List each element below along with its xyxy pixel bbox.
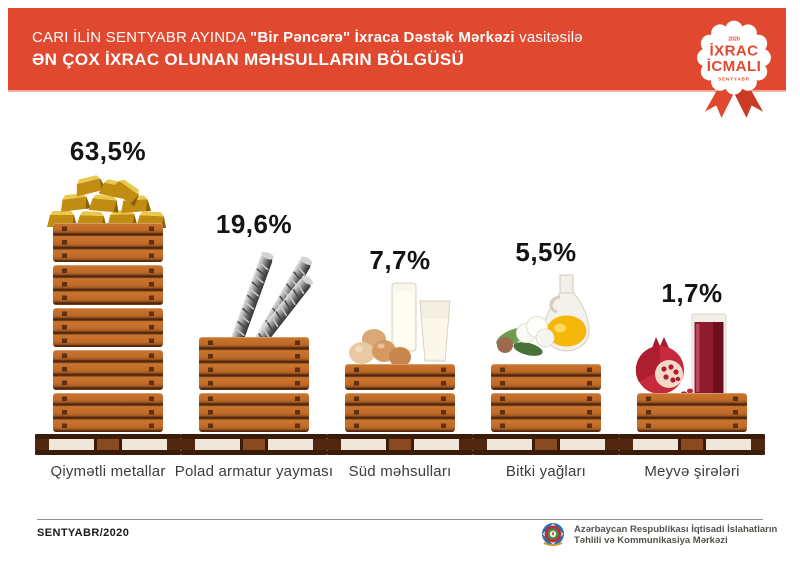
footer-date: SENTYABR/2020 <box>37 527 130 539</box>
bar-category-label: Qiymətli metallar <box>50 463 166 480</box>
dairy-icon <box>346 279 454 371</box>
footer-org-text: Azərbaycan Respublikası İqtisadi İslahat… <box>574 524 777 547</box>
pallet <box>327 434 473 455</box>
crate-stack <box>637 392 747 432</box>
crate-stack <box>199 336 309 432</box>
bar-category-label: Polad armatur yayması <box>174 463 334 480</box>
badge-year: 2020 <box>728 36 740 42</box>
crate <box>53 392 163 432</box>
gold-bars-icon <box>45 170 171 228</box>
crate <box>199 392 309 432</box>
crate <box>53 222 163 262</box>
bar-category-label: Süd məhsulları <box>348 463 452 480</box>
header-line2: ƏN ÇOX İXRAC OLUNAN MƏHSULLARIN BÖLGÜSÜ <box>32 50 465 69</box>
coat-of-arms-icon <box>542 523 564 546</box>
pallet <box>473 434 619 455</box>
crate <box>491 363 601 390</box>
bar-value-label: 63,5% <box>69 135 147 166</box>
crate <box>637 392 747 432</box>
bar-column-steel-rebar: 19,6% Polad armatur yayması <box>175 134 333 481</box>
crate <box>53 265 163 305</box>
bar-value-label: 1,7% <box>661 277 723 308</box>
crate <box>345 392 455 432</box>
bar-value-label: 5,5% <box>515 236 577 267</box>
crate <box>199 336 309 390</box>
crate <box>53 350 163 390</box>
bar-column-fruit-juices: 1,7% Meyvə şirələri <box>619 134 765 480</box>
crate-stack <box>491 363 601 432</box>
pallet <box>181 434 327 455</box>
header-line1: CARI İLİN SENTYABR AYINDA "Bir Pəncərə" … <box>32 27 786 48</box>
vegetable-oil-icon <box>490 271 602 371</box>
header-line1-bold: "Bir Pəncərə" İxraca Dəstək Mərkəzi <box>250 29 515 46</box>
bar-value-label: 7,7% <box>369 244 431 275</box>
bar-column-precious-metals: 63,5% Qiymətli metallar <box>35 134 181 480</box>
crate-stack <box>345 363 455 432</box>
pallet <box>35 434 181 455</box>
badge-title-line1: İXRAC <box>710 43 759 60</box>
crate <box>491 392 601 432</box>
bar-column-dairy: 7,7% Süd məhsulları <box>327 134 473 480</box>
badge-rosette <box>697 20 771 95</box>
crate <box>345 363 455 390</box>
header-line1-suffix: vasitəsilə <box>514 29 583 46</box>
footer-divider <box>37 519 763 520</box>
page-title: CARI İLİN SENTYABR AYINDA "Bir Pəncərə" … <box>8 8 786 71</box>
header-line1-regular: CARI İLİN SENTYABR AYINDA <box>32 29 251 46</box>
bar-category-label: Meyvə şirələri <box>644 463 740 480</box>
footer-org: Azərbaycan Respublikası İqtisadi İslahat… <box>540 522 777 548</box>
crate <box>53 307 163 347</box>
bar-category-label: Bitki yağları <box>505 463 587 480</box>
badge-month: SENTYABR <box>718 76 750 81</box>
bar-chart: 63,5% Qiymətli metallar 19,6% Polad arma… <box>35 134 765 480</box>
bar-value-label: 19,6% <box>215 208 293 239</box>
bar-column-vegetable-oils: 5,5% Bitki yağları <box>473 134 619 480</box>
crate-stack <box>53 222 163 432</box>
footer-org-line2: Təhlili və Kommunikasiya Mərkəzi <box>574 535 728 546</box>
badge-title-line2: İCMALI <box>707 58 761 75</box>
steel-rebar-icon <box>209 243 313 347</box>
header-band: CARI İLİN SENTYABR AYINDA "Bir Pəncərə" … <box>8 8 786 90</box>
header-band-shadow <box>8 90 786 92</box>
fruit-juice-icon <box>630 312 742 400</box>
pallet <box>619 434 765 455</box>
export-review-badge: 2020 İXRAC İCMALI SENTYABR <box>697 20 771 118</box>
footer-org-line1: Azərbaycan Respublikası İqtisadi İslahat… <box>574 523 778 535</box>
